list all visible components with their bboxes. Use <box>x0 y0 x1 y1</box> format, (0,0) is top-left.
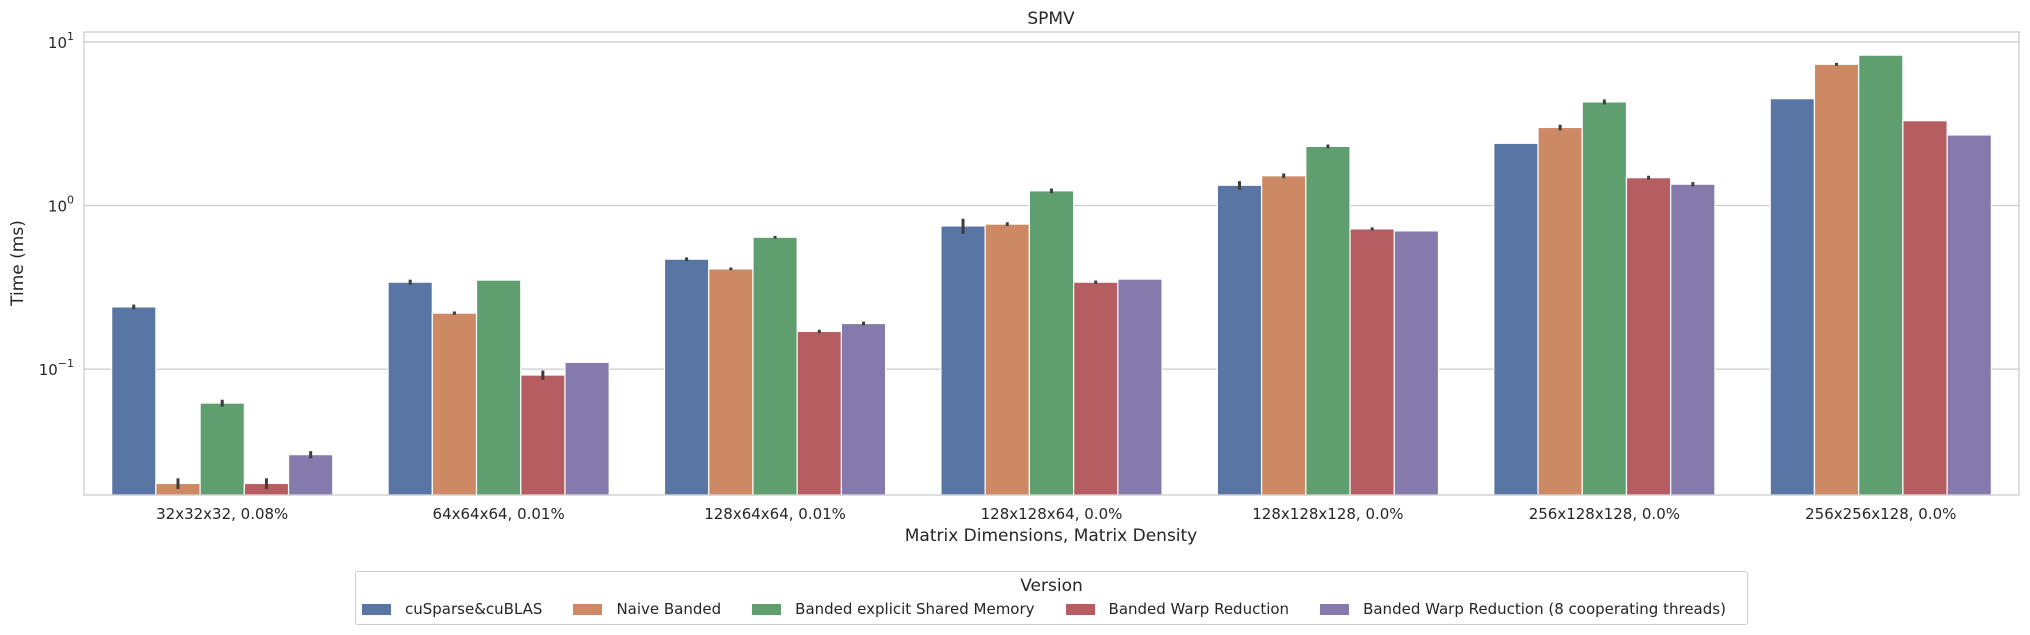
legend-item: cuSparse&cuBLAS <box>362 600 542 618</box>
bar <box>984 223 1030 496</box>
y-tick-label: 100 <box>48 194 74 216</box>
legend-item: Banded Warp Reduction (8 cooperating thr… <box>1320 600 1726 618</box>
bar <box>940 225 986 496</box>
bar <box>475 279 522 496</box>
legend-label: Banded Warp Reduction <box>1108 600 1290 618</box>
bar <box>1769 98 1816 496</box>
bar <box>1028 190 1075 496</box>
y-tick-exponent: 1 <box>67 30 74 43</box>
x-axis-label: Matrix Dimensions, Matrix Density <box>905 526 1198 546</box>
bar <box>708 268 754 496</box>
x-tick-label: 256x256x128, 0.0% <box>1805 505 1956 523</box>
bar <box>1349 228 1395 496</box>
y-tick-label: 101 <box>48 30 74 52</box>
x-tick-label: 128x128x64, 0.0% <box>981 505 1123 523</box>
bar <box>1260 175 1307 496</box>
legend-title: Version <box>1020 576 1083 596</box>
y-tick-exponent: −1 <box>58 357 74 370</box>
x-tick-label: 128x128x128, 0.0% <box>1252 505 1403 523</box>
bar <box>564 361 610 496</box>
legend-items: cuSparse&cuBLAS Naive Banded Banded explic… <box>362 600 1726 618</box>
y-tick-base: 10 <box>39 361 58 379</box>
x-tick-labels: 32x32x32, 0.08% 64x64x64, 0.01% 128x64x64,… <box>156 505 1956 523</box>
y-tick-base: 10 <box>48 198 67 216</box>
legend-swatch <box>362 603 391 615</box>
bar <box>387 281 433 496</box>
bar <box>752 236 798 496</box>
bar <box>1625 177 1672 496</box>
legend-item: Naive Banded <box>573 600 721 618</box>
bar <box>1305 145 1351 496</box>
bar <box>663 258 710 496</box>
bar <box>1581 101 1628 496</box>
bar <box>1670 183 1716 496</box>
legend-swatch <box>1065 603 1095 615</box>
x-tick-label: 32x32x32, 0.08% <box>156 505 288 523</box>
bar <box>199 402 245 496</box>
bar <box>1073 281 1119 496</box>
legend-label: cuSparse&cuBLAS <box>405 600 543 618</box>
legend-swatch <box>573 603 603 615</box>
legend-swatch <box>1320 603 1350 615</box>
bar <box>1393 230 1440 496</box>
bar <box>287 454 334 496</box>
x-tick-label: 128x64x64, 0.01% <box>704 505 846 523</box>
bar <box>1902 120 1948 496</box>
bar <box>840 322 887 496</box>
bar <box>1493 142 1539 496</box>
bar <box>111 306 157 496</box>
chart-title: SPMV <box>1027 9 1075 29</box>
bar <box>1946 134 1992 496</box>
bars <box>111 54 1992 496</box>
y-tick-base: 10 <box>48 34 67 52</box>
error-bars <box>132 62 1839 489</box>
legend: Version cuSparse&cuBLAS Naive Banded Bande… <box>355 571 1748 625</box>
y-axis-label: Time (ms) <box>8 220 28 307</box>
legend-label: Banded explicit Shared Memory <box>795 600 1035 618</box>
bar <box>1117 278 1163 496</box>
x-tick-label: 256x128x128, 0.0% <box>1529 505 1680 523</box>
bar <box>1858 54 1904 496</box>
legend-label: Banded Warp Reduction (8 cooperating thr… <box>1363 600 1726 618</box>
plot-frame <box>83 31 2020 496</box>
bar <box>520 374 566 496</box>
bar <box>431 312 478 496</box>
bar <box>1216 184 1263 496</box>
bar <box>796 330 843 496</box>
y-tick-exponent: 0 <box>67 194 74 207</box>
legend-label: Naive Banded <box>616 600 722 618</box>
legend-swatch <box>752 603 782 615</box>
y-tick-label: 10−1 <box>39 357 74 379</box>
legend-item: Banded explicit Shared Memory <box>752 600 1035 618</box>
x-tick-label: 64x64x64, 0.01% <box>433 505 565 523</box>
legend-item: Banded Warp Reduction <box>1065 600 1290 618</box>
bar <box>1537 126 1583 496</box>
bar <box>1813 63 1860 496</box>
